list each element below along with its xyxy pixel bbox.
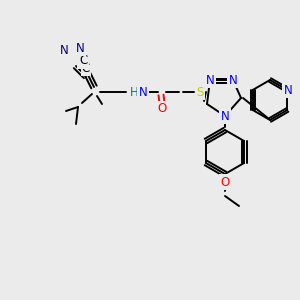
- Text: O: O: [158, 103, 166, 116]
- Text: C: C: [79, 55, 87, 68]
- Text: C: C: [82, 61, 90, 74]
- Text: N: N: [76, 41, 84, 55]
- Text: N: N: [284, 83, 293, 97]
- Text: S: S: [196, 85, 204, 98]
- Text: N: N: [206, 74, 214, 86]
- Text: N: N: [220, 110, 230, 122]
- Text: N: N: [229, 74, 237, 86]
- Text: N: N: [206, 74, 214, 86]
- Text: O: O: [220, 176, 230, 188]
- Text: O: O: [220, 176, 230, 188]
- Text: S: S: [196, 85, 204, 98]
- Text: N: N: [76, 41, 84, 55]
- Text: N: N: [60, 44, 68, 56]
- Text: N: N: [229, 74, 237, 86]
- Text: O: O: [158, 103, 166, 116]
- Text: N: N: [220, 110, 230, 122]
- Text: N: N: [284, 83, 293, 97]
- Text: H: H: [130, 85, 138, 98]
- Text: N: N: [139, 85, 147, 98]
- Text: H: H: [130, 85, 138, 98]
- Text: N: N: [139, 85, 147, 98]
- Text: C: C: [79, 55, 87, 68]
